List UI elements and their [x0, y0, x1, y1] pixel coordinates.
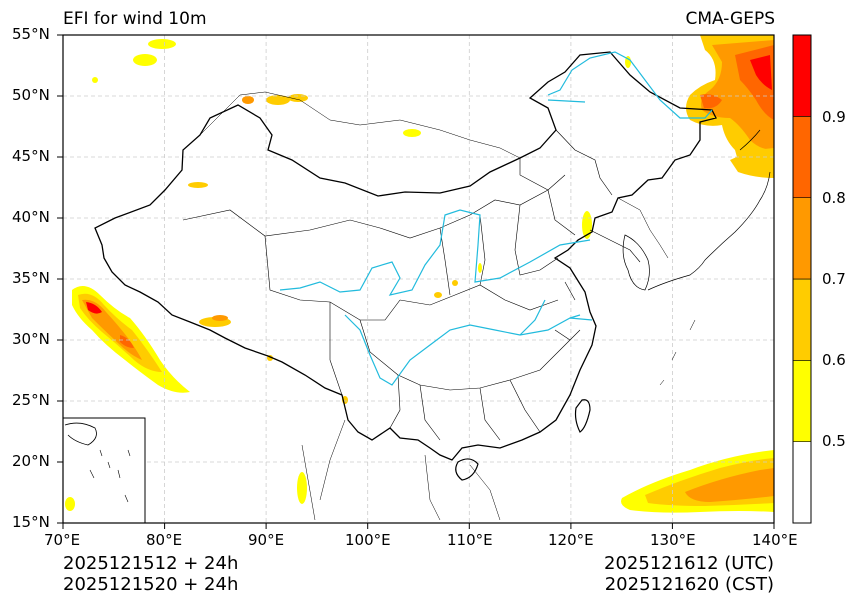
lon-label: 130°E: [650, 531, 696, 549]
lon-label: 100°E: [345, 531, 391, 549]
colorbar: [792, 34, 812, 524]
colorbar-segment: [792, 441, 812, 524]
lat-label: 15°N: [12, 513, 50, 531]
lat-label: 25°N: [12, 391, 50, 409]
axis-ticks: [57, 34, 775, 529]
lat-label: 55°N: [12, 25, 50, 43]
valid-time-cst: 2025121620 (CST): [604, 574, 774, 595]
rivers: [279, 51, 713, 386]
colorbar-segment: [792, 278, 812, 361]
colorbar-tick-label: 0.7: [822, 270, 846, 288]
coastline-japan: [647, 129, 771, 291]
colorbar-tick-label: 0.5: [822, 432, 846, 450]
colorbar-segment: [792, 197, 812, 280]
lon-label: 110°E: [447, 531, 493, 549]
colorbar-segment: [792, 116, 812, 198]
colorbar-tick-label: 0.6: [822, 351, 846, 369]
south-china-sea-inset: [62, 417, 146, 524]
lat-label: 40°N: [12, 208, 50, 226]
island-hainan: [455, 458, 479, 481]
province-boundaries: [182, 129, 641, 441]
island-taiwan: [574, 399, 591, 433]
colorbar-segment: [792, 360, 812, 442]
efi-shading: [65, 35, 774, 513]
lon-label: 80°E: [146, 531, 183, 549]
map-area: [63, 35, 774, 523]
lat-label: 50°N: [12, 86, 50, 104]
lon-label: 140°E: [752, 531, 798, 549]
country-outline-china: [94, 51, 717, 461]
lon-label: 70°E: [44, 531, 81, 549]
lon-label: 90°E: [248, 531, 285, 549]
graticule: [63, 35, 774, 523]
init-time-utc: 2025121512 + 24h: [63, 553, 239, 574]
colorbar-tick-label: 0.9: [822, 108, 846, 126]
colorbar-segment: [792, 34, 812, 117]
colorbar-frame: [792, 34, 812, 524]
neighbour-borders: [199, 91, 696, 521]
lon-label: 120°E: [548, 531, 594, 549]
model-source-label: CMA-GEPS: [685, 9, 775, 29]
init-time-cst: 2025121520 + 24h: [63, 574, 239, 595]
valid-time-utc: 2025121612 (UTC): [604, 553, 774, 574]
colorbar-tick-label: 0.8: [822, 189, 846, 207]
lat-label: 35°N: [12, 269, 50, 287]
map-title: EFI for wind 10m: [63, 9, 207, 29]
lat-label: 45°N: [12, 147, 50, 165]
lat-label: 20°N: [12, 452, 50, 470]
coastline-korea: [622, 234, 650, 291]
lat-label: 30°N: [12, 330, 50, 348]
